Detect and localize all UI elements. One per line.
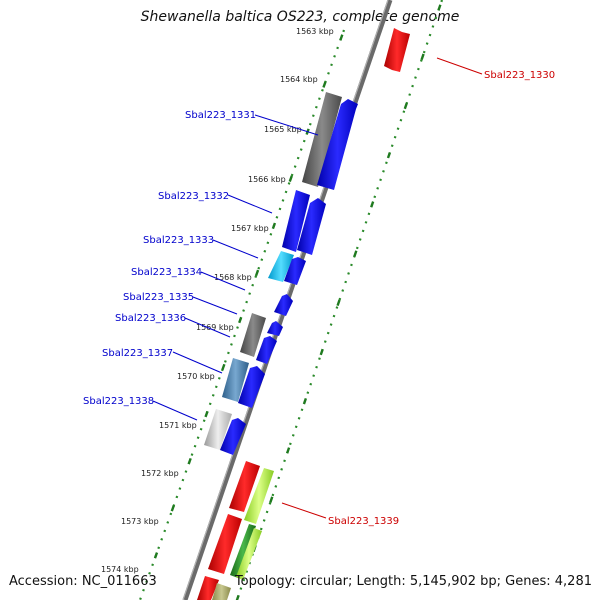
gene-sbal223-1332 xyxy=(282,190,310,252)
leader-line xyxy=(172,351,223,374)
track-tick xyxy=(322,81,327,88)
tick-label: 1568 kbp xyxy=(214,273,252,282)
track-tick xyxy=(319,348,324,356)
gene-sbal223-1338-b xyxy=(220,418,246,455)
tick-label: 1569 kbp xyxy=(196,323,234,332)
tick-label: 1574 kbp xyxy=(101,565,139,574)
track-tick xyxy=(271,222,277,230)
track-tick xyxy=(235,594,240,600)
gene-sbal223-1339-b xyxy=(230,524,256,578)
gene-sbal223-1333-b xyxy=(284,257,306,285)
track-tick xyxy=(353,250,358,257)
gene-label-1338: Sbal223_1338 xyxy=(83,396,154,407)
gray-gene-block-1 xyxy=(302,92,342,187)
olive-gene xyxy=(212,583,231,600)
accession-text: Accession: NC_011663 xyxy=(9,574,157,589)
track-tick xyxy=(437,4,442,11)
track-tick xyxy=(221,363,226,371)
red-gene-2 xyxy=(208,514,242,574)
gene-label-1334: Sbal223_1334 xyxy=(131,267,202,278)
topology-text: Topology: circular; Length: 5,145,902 bp… xyxy=(234,574,592,589)
gene-sbal223-1339-c xyxy=(236,528,262,580)
track-tick xyxy=(187,457,192,465)
gene-label-1332: Sbal223_1332 xyxy=(158,191,229,202)
leader-line xyxy=(200,271,246,291)
leader-line xyxy=(152,400,198,421)
tick-label: 1564 kbp xyxy=(280,75,318,84)
tick-label: 1563 kbp xyxy=(296,27,334,36)
tick-label: 1566 kbp xyxy=(248,175,286,184)
gene-sbal223-1337-a xyxy=(256,336,277,364)
track-tick xyxy=(153,552,159,559)
leader-line xyxy=(184,317,231,338)
gene-labels: Sbal223_1330 Sbal223_1331 Sbal223_1332 S… xyxy=(83,57,555,527)
track-tick xyxy=(288,175,293,182)
track-tick xyxy=(204,410,209,418)
leader-line xyxy=(254,114,319,136)
leader-line xyxy=(212,239,259,259)
leader-line xyxy=(227,194,273,214)
inner-feature-track xyxy=(138,29,346,600)
leader-line xyxy=(281,502,327,519)
gene-sbal223-1336-b xyxy=(267,321,283,336)
track-tick xyxy=(170,505,175,512)
leader-line xyxy=(192,296,238,315)
track-tick xyxy=(285,447,291,454)
gene-label-1333: Sbal223_1333 xyxy=(143,235,214,246)
track-tick xyxy=(336,299,341,307)
track-tick xyxy=(339,34,344,41)
gene-label-1331: Sbal223_1331 xyxy=(185,110,256,121)
gene-label-1335: Sbal223_1335 xyxy=(123,292,194,303)
track-tick xyxy=(254,269,260,277)
gene-sbal223-1330 xyxy=(384,28,410,72)
tick-label: 1567 kbp xyxy=(231,224,269,233)
gene-label-1339: Sbal223_1339 xyxy=(328,516,399,527)
track-tick xyxy=(370,201,375,208)
gene-sbal223-1337-b xyxy=(238,366,265,408)
gene-sbal223-1331 xyxy=(317,99,358,190)
gene-sbal223-1338 xyxy=(204,409,232,450)
track-tick-marks xyxy=(153,4,442,600)
red-gene-3 xyxy=(197,576,219,600)
track-tick xyxy=(386,151,392,159)
track-tick xyxy=(238,316,243,324)
gene-label-1336: Sbal223_1336 xyxy=(115,313,186,324)
leader-line xyxy=(436,57,483,75)
tick-label: 1573 kbp xyxy=(121,517,159,526)
gene-label-1330: Sbal223_1330 xyxy=(484,70,555,81)
tick-label: 1572 kbp xyxy=(141,469,179,478)
track-tick xyxy=(302,398,308,405)
tick-label: 1570 kbp xyxy=(177,372,215,381)
red-gene-1 xyxy=(229,461,260,512)
kbp-ticks: 1563 kbp 1564 kbp 1565 kbp 1566 kbp 1567… xyxy=(101,27,334,574)
track-tick xyxy=(403,102,408,110)
track-tick xyxy=(420,53,425,61)
gene-label-1337: Sbal223_1337 xyxy=(102,348,173,359)
gene-sbal223-1333 xyxy=(268,251,294,282)
gene-sbal223-1336 xyxy=(240,313,266,357)
tick-label: 1565 kbp xyxy=(264,125,302,134)
gene-sbal223-1337 xyxy=(222,358,249,402)
map-title: Shewanella baltica OS223, complete genom… xyxy=(140,9,460,25)
tick-label: 1571 kbp xyxy=(159,421,197,430)
gene-sbal223-1332-b xyxy=(297,198,326,255)
gene-sbal223-1335 xyxy=(274,294,293,316)
gene-features xyxy=(197,28,410,600)
track-tick xyxy=(269,496,274,503)
gene-sbal223-1339 xyxy=(244,468,274,524)
